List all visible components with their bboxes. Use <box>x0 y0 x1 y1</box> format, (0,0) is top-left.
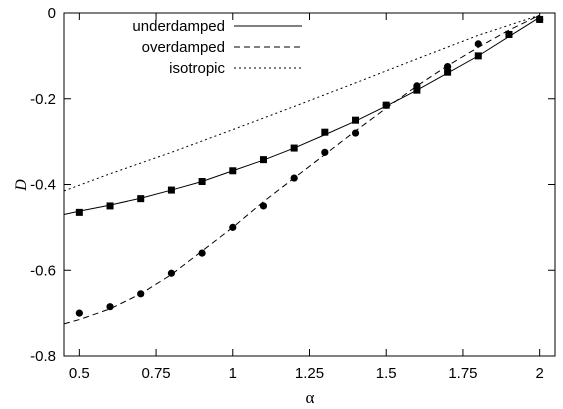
data-point-square <box>198 177 206 185</box>
x-tick-label: 1.75 <box>448 365 477 382</box>
series-line-underdamped <box>63 16 540 215</box>
data-point-circle <box>229 223 237 231</box>
data-point-square <box>413 86 421 94</box>
data-point-circle <box>474 40 482 48</box>
data-point-circle <box>290 174 298 182</box>
data-point-circle <box>321 148 329 156</box>
y-tick-label: -0.6 <box>30 262 56 279</box>
data-point-circle <box>137 290 145 298</box>
data-point-circle <box>443 62 452 71</box>
x-tick-label: 0.75 <box>141 365 170 382</box>
data-point-square <box>444 68 452 76</box>
data-point-circle <box>198 249 206 257</box>
data-point-circle <box>106 303 114 311</box>
data-point-circle <box>413 82 421 90</box>
y-tick-label: 0 <box>48 5 56 22</box>
data-point-circle <box>505 30 513 39</box>
data-point-circle <box>259 202 268 210</box>
markers-layer <box>75 15 544 317</box>
x-tick-label: 2 <box>535 365 543 382</box>
series-line-isotropic <box>63 14 540 192</box>
data-point-circle <box>351 129 360 137</box>
y-tick-label: -0.8 <box>30 348 56 365</box>
y-tick-label: -0.4 <box>30 177 56 194</box>
data-point-square <box>167 186 175 194</box>
data-point-square <box>259 156 267 164</box>
legend-label-underdamped: underdamped <box>132 18 225 35</box>
data-point-square <box>290 144 298 152</box>
legend-label-overdamped: overdamped <box>142 39 225 56</box>
x-axis-label: α <box>306 388 315 407</box>
ticks-layer: 0.5 0.75 1 1.25 1.5 1.75 2 0 -0.2 -0.4 -0.6 -0.8 <box>30 5 555 382</box>
y-tick-label: -0.2 <box>30 91 56 108</box>
data-point-square <box>229 167 237 175</box>
plot-frame <box>63 12 556 357</box>
data-point-circle <box>75 309 83 317</box>
series-layer <box>63 14 540 325</box>
data-point-square <box>75 208 83 216</box>
data-point-square <box>137 195 145 203</box>
data-point-square <box>474 52 482 60</box>
data-point-circle <box>536 15 544 24</box>
legend-label-isotropic: isotropic <box>169 60 225 77</box>
data-point-circle <box>382 101 390 109</box>
data-point-square <box>352 116 360 124</box>
y-axis-label: D <box>13 179 30 192</box>
x-tick-label: 1.25 <box>295 365 324 382</box>
x-tick-label: 1 <box>229 365 237 382</box>
x-tick-label: 1.5 <box>376 365 397 382</box>
legend: underdamped overdamped isotropic <box>132 18 302 77</box>
x-tick-label: 0.5 <box>69 365 90 382</box>
data-point-square <box>106 202 114 210</box>
data-point-square <box>321 128 329 136</box>
data-point-circle <box>167 269 176 277</box>
